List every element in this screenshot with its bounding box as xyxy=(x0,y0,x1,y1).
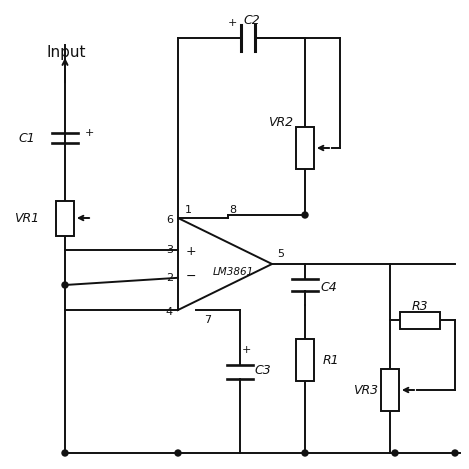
Text: 4: 4 xyxy=(166,307,173,317)
Text: VR1: VR1 xyxy=(14,212,39,225)
Text: C2: C2 xyxy=(243,14,260,27)
Text: VR3: VR3 xyxy=(353,384,378,396)
Text: C4: C4 xyxy=(320,280,337,294)
Text: 7: 7 xyxy=(204,315,212,325)
Text: 6: 6 xyxy=(166,215,173,225)
Text: Input: Input xyxy=(47,45,86,60)
Circle shape xyxy=(302,212,308,218)
Text: R1: R1 xyxy=(323,354,340,366)
Text: C1: C1 xyxy=(18,131,35,144)
Text: 3: 3 xyxy=(166,245,173,255)
Bar xyxy=(296,339,314,381)
Text: C3: C3 xyxy=(254,363,271,377)
Bar xyxy=(381,369,399,411)
Text: R3: R3 xyxy=(412,300,428,312)
Text: 5: 5 xyxy=(277,249,284,259)
Text: LM3861: LM3861 xyxy=(212,267,254,277)
Circle shape xyxy=(392,450,398,456)
Text: 2: 2 xyxy=(166,273,173,283)
Text: +: + xyxy=(85,128,94,138)
Text: VR2: VR2 xyxy=(268,115,293,129)
Circle shape xyxy=(452,450,458,456)
Text: 1: 1 xyxy=(184,205,191,215)
Text: 8: 8 xyxy=(229,205,236,215)
Bar xyxy=(296,127,314,169)
Circle shape xyxy=(302,450,308,456)
Text: +: + xyxy=(227,18,237,28)
Text: −: − xyxy=(186,270,196,283)
Bar xyxy=(400,311,440,328)
Text: +: + xyxy=(242,345,251,355)
Circle shape xyxy=(175,450,181,456)
Text: +: + xyxy=(186,245,197,257)
Circle shape xyxy=(62,450,68,456)
Bar xyxy=(56,201,74,235)
Circle shape xyxy=(62,282,68,288)
